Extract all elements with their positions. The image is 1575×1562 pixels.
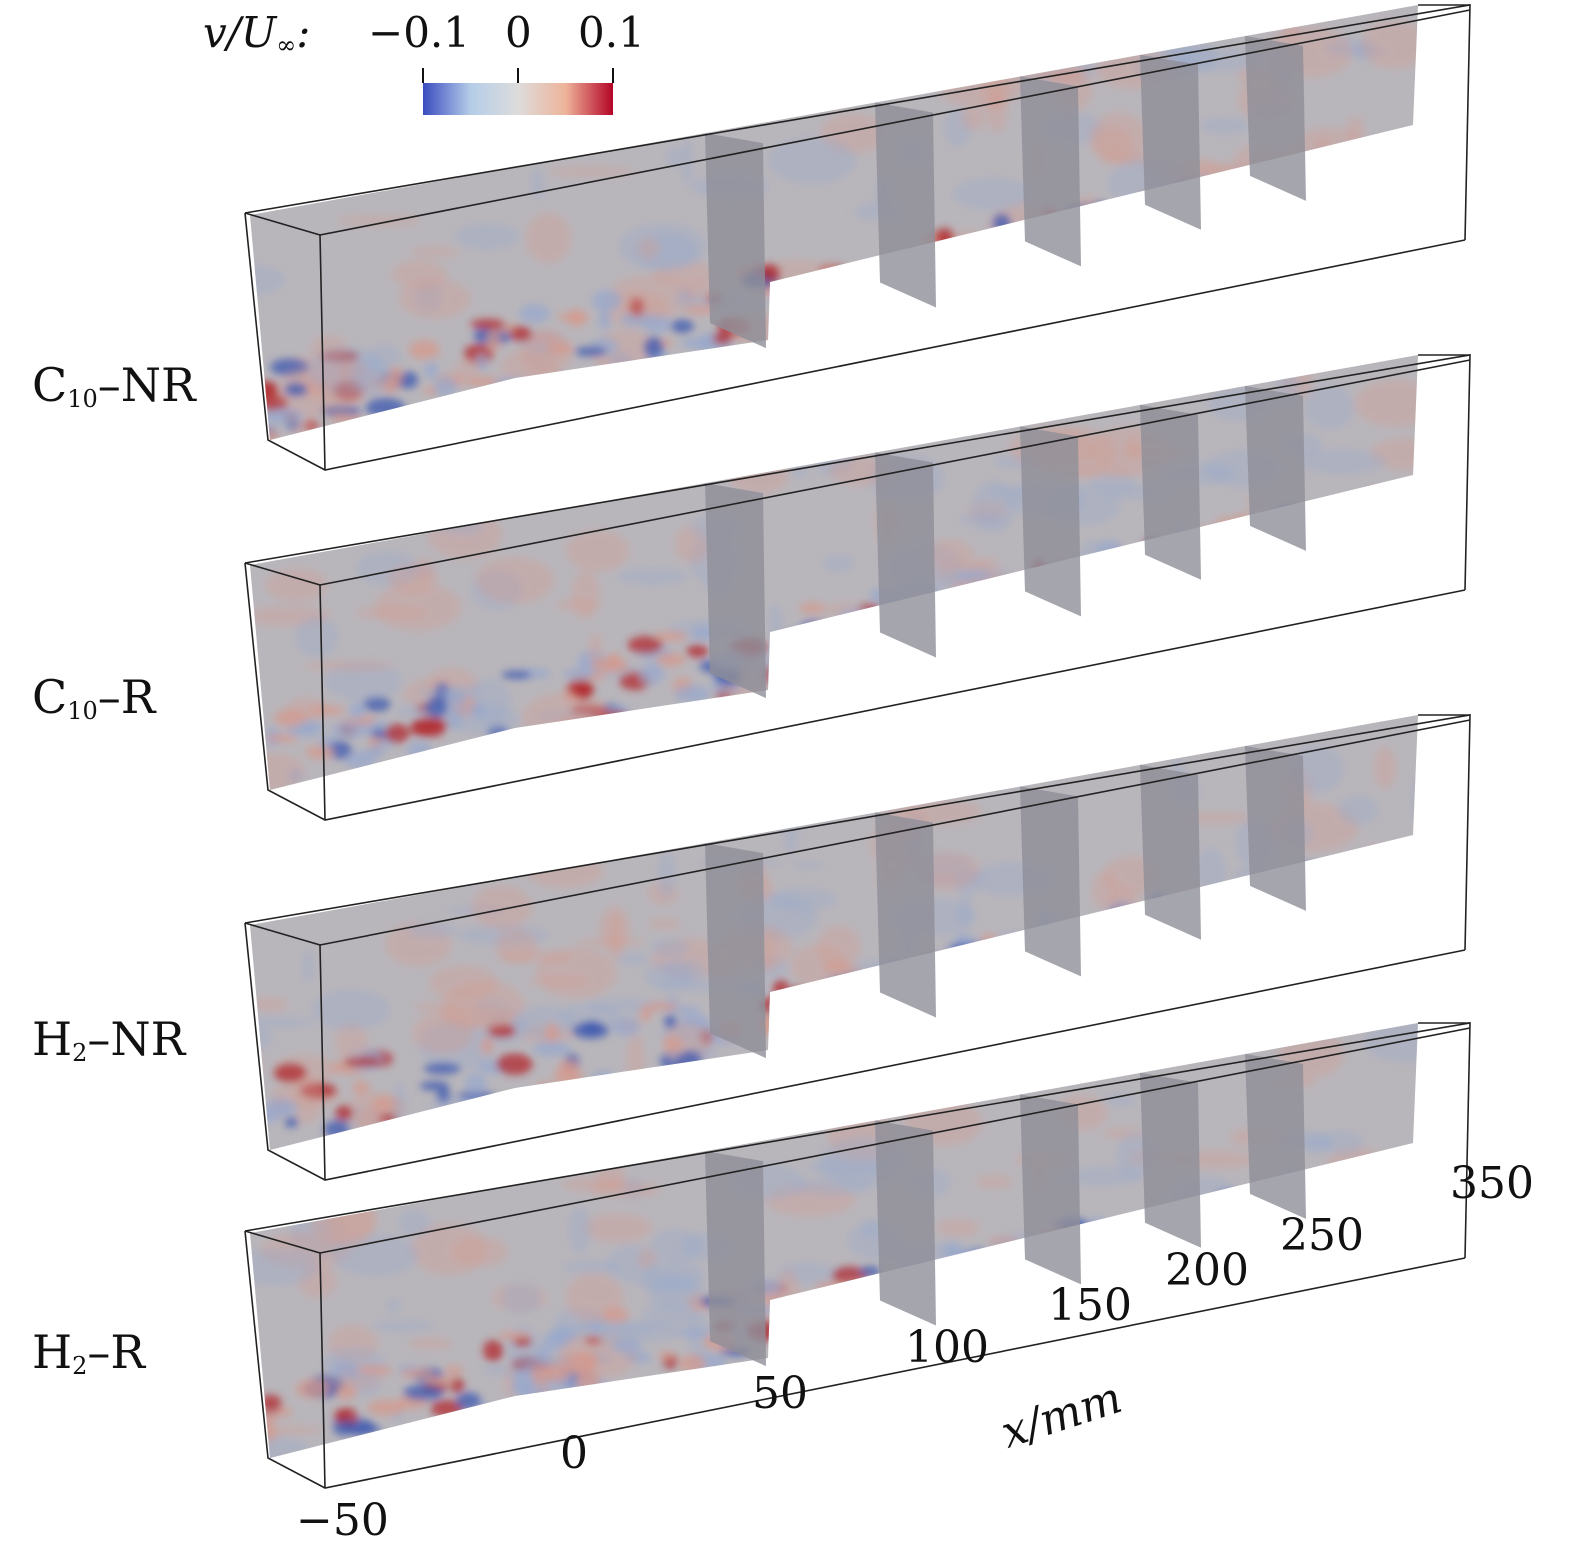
- x-tick: 50: [752, 1368, 808, 1419]
- bounding-box-line: [319, 719, 1471, 946]
- cross-plane: [875, 812, 936, 1018]
- cross-plane: [875, 102, 936, 308]
- bounding-box-line: [319, 1027, 1471, 1254]
- cross-plane: [1020, 426, 1081, 617]
- cross-plane: [1245, 385, 1306, 551]
- bounding-box-line: [319, 9, 1471, 236]
- cross-plane: [1020, 76, 1081, 267]
- cross-plane: [1140, 54, 1201, 230]
- colorbar-label: v/U∞:: [203, 8, 311, 59]
- x-tick: 250: [1280, 1210, 1364, 1261]
- colorbar: [423, 83, 613, 115]
- bounding-box-line: [244, 212, 1466, 471]
- x-tick: 0: [560, 1428, 588, 1479]
- x-tick: −50: [296, 1495, 389, 1546]
- cross-plane: [705, 1151, 766, 1367]
- cross-plane: [1245, 35, 1306, 201]
- cross-plane: [1020, 1094, 1081, 1285]
- cross-plane: [1140, 404, 1201, 580]
- colorbar-tick-zero: 0: [505, 8, 532, 57]
- cross-plane: [875, 1120, 936, 1326]
- cross-plane: [1020, 786, 1081, 977]
- bounding-box-line: [244, 562, 1466, 821]
- cross-plane: [875, 452, 936, 658]
- x-tick: 200: [1165, 1245, 1249, 1296]
- x-tick: 100: [905, 1322, 989, 1373]
- x-tick: 350: [1450, 1158, 1534, 1209]
- cross-plane: [1140, 764, 1201, 940]
- cross-plane: [705, 843, 766, 1059]
- panel-label-c10-r: C10–R: [32, 670, 156, 725]
- cross-plane: [1140, 1072, 1201, 1248]
- cross-plane: [1245, 745, 1306, 911]
- cross-plane: [705, 483, 766, 699]
- colorbar-tick-min: −0.1: [368, 8, 470, 57]
- panel-label-h2-nr: H2–NR: [32, 1012, 186, 1067]
- panel-label-h2-r: H2–R: [32, 1325, 146, 1380]
- colorbar-tick-max: 0.1: [578, 8, 645, 57]
- bounding-box-line: [244, 1230, 1466, 1489]
- cross-plane: [705, 133, 766, 349]
- bounding-box-line: [319, 359, 1471, 586]
- x-tick: 150: [1048, 1280, 1132, 1331]
- panel-2: [244, 714, 1471, 1181]
- panel-label-c10-nr: C10–NR: [32, 358, 196, 413]
- bounding-box-line: [244, 922, 1466, 1181]
- cross-plane: [1245, 1053, 1306, 1219]
